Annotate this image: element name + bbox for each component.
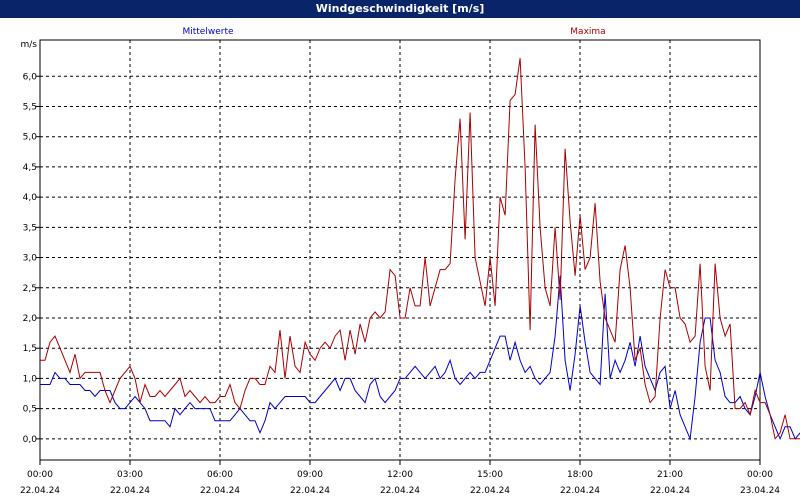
- y-axis-label: m/s: [21, 40, 38, 50]
- x-tick-label-date: 22.04.24: [290, 486, 330, 496]
- y-tick-label: 1,5: [23, 344, 37, 354]
- legend: Mittelwerte Maxima: [182, 27, 605, 37]
- x-tick-label-time: 00:00: [747, 470, 773, 480]
- y-tick-label: 0,0: [23, 435, 38, 445]
- x-tick-label-time: 21:00: [657, 470, 683, 480]
- axes: [36, 39, 761, 465]
- x-tick-label-time: 00:00: [27, 470, 53, 480]
- y-tick-label: 3,5: [23, 223, 37, 233]
- y-tick-label: 4,0: [23, 193, 38, 203]
- series-lines: [40, 58, 800, 441]
- grid: [40, 40, 760, 460]
- y-tick-label: 5,5: [23, 102, 37, 112]
- x-tick-label-time: 06:00: [207, 470, 233, 480]
- y-tick-label: 5,0: [23, 133, 38, 143]
- x-tick-label-time: 09:00: [297, 470, 323, 480]
- series-line-maxima: [40, 58, 800, 440]
- legend-mittelwerte: Mittelwerte: [182, 27, 233, 37]
- wind-speed-chart: 0,00,51,01,52,02,53,03,54,04,55,05,56,0 …: [20, 27, 800, 496]
- x-tick-label-date: 22.04.24: [20, 486, 60, 496]
- x-tick-label-time: 12:00: [387, 470, 413, 480]
- x-tick-label-time: 18:00: [567, 470, 593, 480]
- x-tick-label-date: 22.04.24: [110, 486, 150, 496]
- series-line-mittelwerte: [40, 275, 800, 441]
- x-tick-labels: 00:00 22.04.24 03:00 22.04.24 06:00 22.04.24 0…: [20, 470, 780, 496]
- x-tick-label-date: 22.04.24: [470, 486, 510, 496]
- x-tick-label-time: 15:00: [477, 470, 503, 480]
- y-tick-labels: 0,0 0,5 1,0 1,5 2,0 2,5 3,0 3,5 4,0 4,5 5,0 5,5 6,0: [23, 72, 38, 445]
- y-tick-label: 1,0: [23, 374, 38, 384]
- x-tick-label-time: 03:00: [117, 470, 143, 480]
- y-tick-label: 3,0: [23, 254, 38, 264]
- y-tick-label: 4,5: [23, 163, 37, 173]
- y-tick-label: 6,0: [23, 72, 38, 82]
- legend-maxima: Maxima: [570, 27, 605, 37]
- window-title: Windgeschwindigkeit [m/s]: [0, 0, 800, 18]
- x-tick-label-date: 22.04.24: [380, 486, 420, 496]
- x-tick-label-date: 22.04.24: [200, 486, 240, 496]
- x-tick-label-date: 23.04.24: [740, 486, 780, 496]
- y-tick-label: 2,0: [23, 314, 38, 324]
- y-tick-label: 0,5: [23, 405, 37, 415]
- plot-border: [39, 39, 761, 461]
- x-tick-label-date: 22.04.24: [560, 486, 600, 496]
- y-tick-label: 2,5: [23, 284, 37, 294]
- x-tick-label-date: 22.04.24: [650, 486, 690, 496]
